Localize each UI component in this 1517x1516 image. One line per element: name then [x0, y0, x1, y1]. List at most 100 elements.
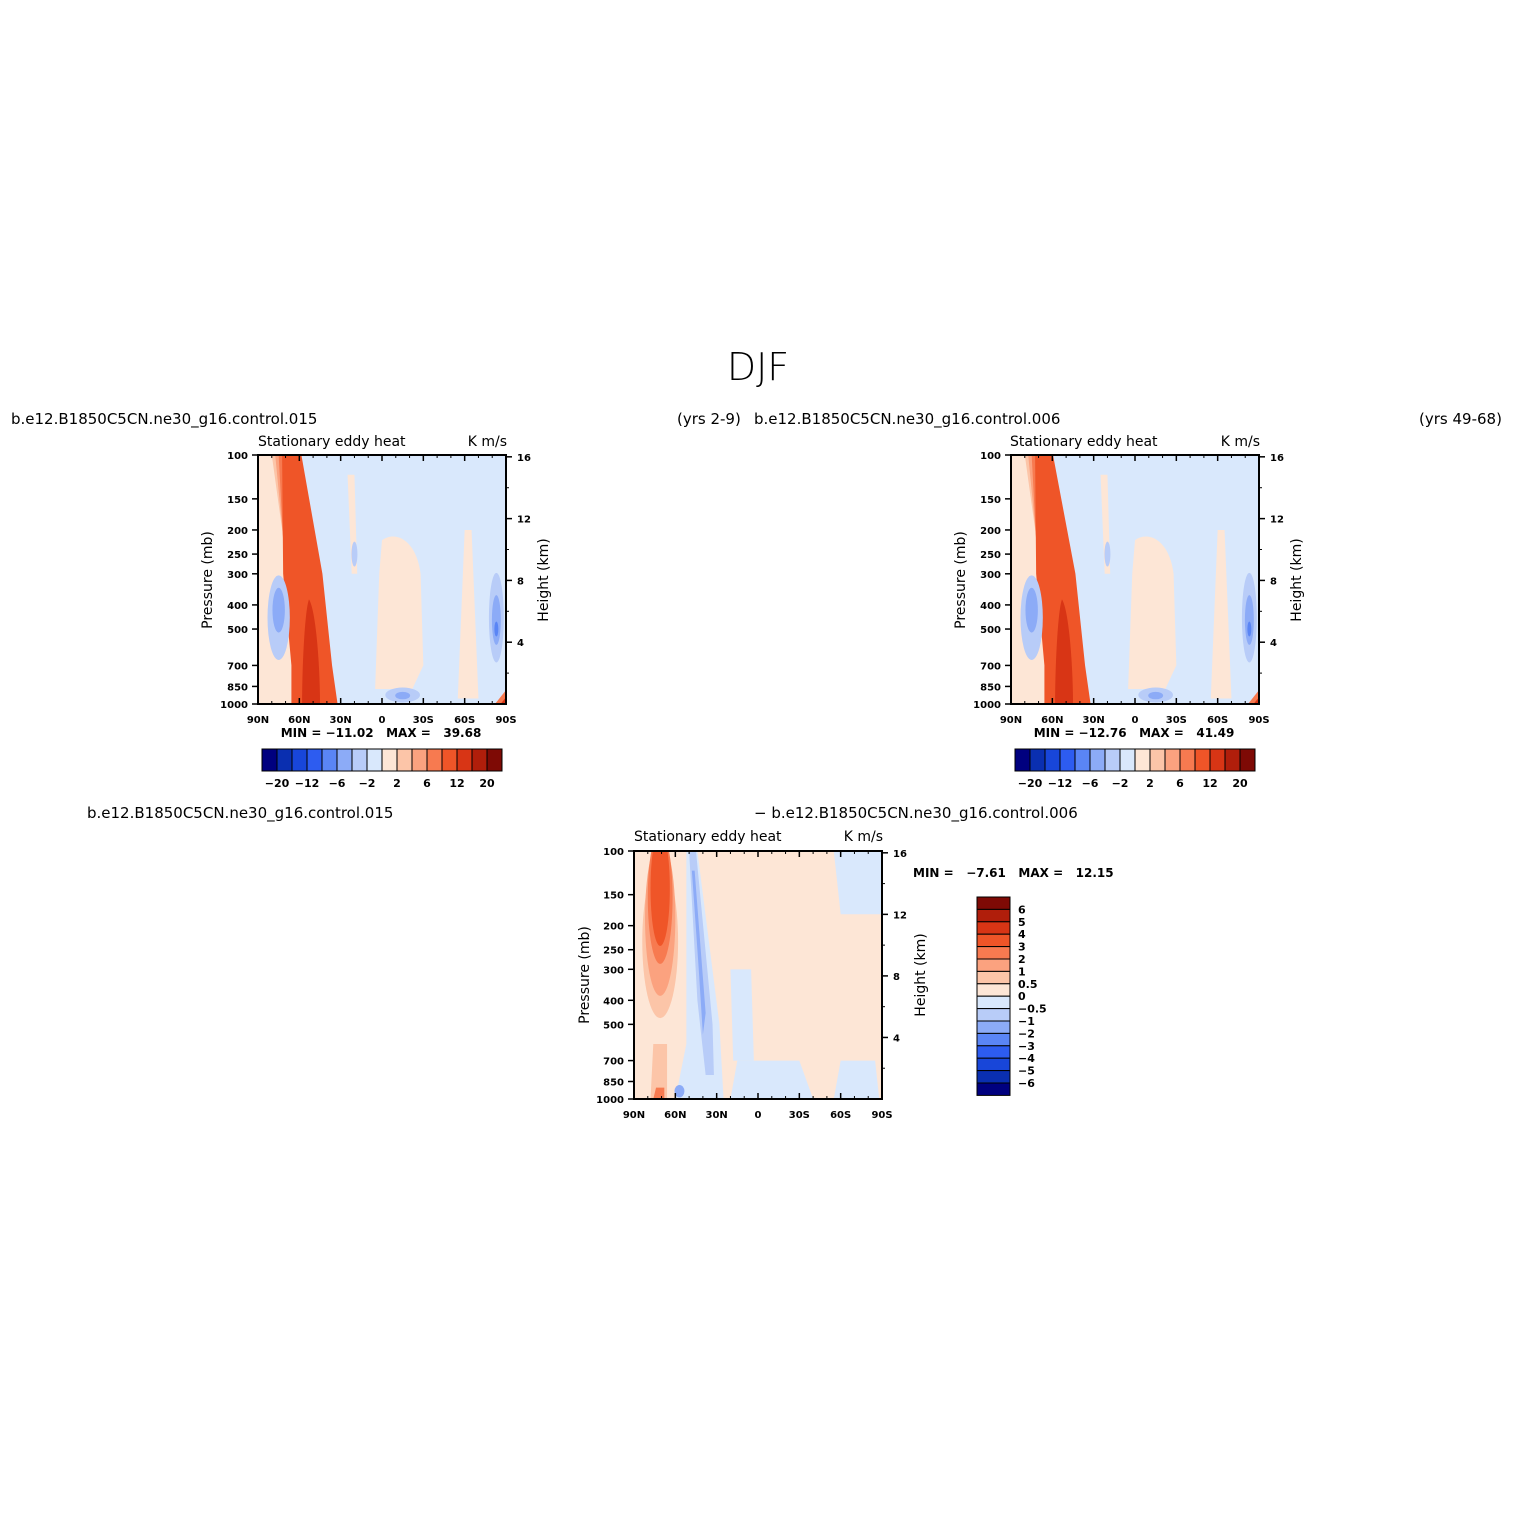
colorbar-label: 6 [1176, 777, 1184, 790]
panel2-minmax: MIN = −12.76 MAX = 41.49 [1034, 726, 1235, 740]
x-tick-label: 30S [789, 1110, 810, 1121]
z-tick-label: 8 [1270, 576, 1277, 587]
panel1-contour-field [258, 455, 506, 704]
colorbar-label: −1 [1018, 1015, 1035, 1028]
colorbar-label: 20 [479, 777, 495, 790]
colorbar-cell [976, 983, 1011, 997]
colorbar-label: −20 [1018, 777, 1043, 790]
p-tick-label: 700 [980, 661, 1001, 672]
z-tick-label: 16 [893, 849, 907, 860]
colorbar-cell [321, 748, 338, 772]
panel1-ticks: 90N 60N 30N 0 30S 60S 90S 100 150 200 250 300 400 500… [220, 451, 531, 726]
colorbar-cell [1194, 748, 1211, 772]
colorbar-cell [976, 1057, 1011, 1072]
x-tick-label: 60S [830, 1110, 851, 1121]
positive-region [500, 697, 506, 704]
p-tick-label: 300 [227, 570, 248, 581]
panel3-ticks: 90N 60N 30N 0 30S 60S 90S 100 150 200 250 300 400 500… [596, 847, 907, 1121]
panel2-contour-field [1011, 455, 1259, 704]
x-tick-label: 0 [379, 715, 386, 726]
z-tick-label: 8 [893, 972, 900, 983]
colorbar-label: −0.5 [1018, 1003, 1047, 1016]
colorbar-label: −6 [1082, 777, 1099, 790]
p-tick-label: 300 [980, 570, 1001, 581]
negative-region [272, 587, 285, 633]
p-tick-label: 150 [227, 495, 248, 506]
colorbar-label: −12 [1048, 777, 1073, 790]
panel2-colorbar: −20 −12 −6 −2 2 6 12 20 [1014, 748, 1256, 790]
panel1-colorbar: −20 −12 −6 −2 2 6 12 20 [261, 748, 503, 790]
panel3-ylabel-right: Height (km) [913, 933, 929, 1016]
colorbar-cell [1029, 748, 1046, 772]
p-tick-label: 700 [227, 661, 248, 672]
colorbar-cell [976, 1020, 1011, 1034]
positive-region [494, 690, 506, 704]
x-tick-label: 90S [871, 1110, 892, 1121]
colorbar-cell [441, 748, 458, 772]
colorbar-cell [471, 748, 488, 772]
positive-region [650, 1043, 668, 1099]
x-tick-label: 30N [330, 715, 352, 726]
colorbar-label: −4 [1018, 1052, 1035, 1065]
colorbar-label: 2 [393, 777, 401, 790]
x-tick-label: 60N [1041, 715, 1063, 726]
colorbar-cell [1134, 748, 1151, 772]
jet-core [302, 599, 320, 704]
colorbar-cell [1239, 748, 1256, 772]
p-tick-label: 250 [227, 550, 248, 561]
p-tick-label: 500 [227, 625, 248, 636]
panel2-ylabel-left: Pressure (mb) [953, 531, 969, 629]
colorbar-cell [1149, 748, 1166, 772]
negative-region [1244, 595, 1254, 645]
panel1-plot: 90N 60N 30N 0 30S 60S 90S 100 150 200 250 300 400 500… [200, 451, 552, 740]
positive-region [375, 536, 424, 689]
colorbar-cell [366, 748, 383, 772]
colorbar-cell [426, 748, 443, 772]
colorbar-cell [976, 921, 1011, 935]
x-tick-label: 60N [288, 715, 310, 726]
colorbar-cell [1119, 748, 1136, 772]
colorbar-label: −6 [1018, 1077, 1035, 1090]
jet-band [1035, 455, 1091, 704]
figure-title: DJF [727, 345, 789, 389]
x-tick-label: 60N [664, 1110, 686, 1121]
x-tick-label: 30S [1166, 715, 1187, 726]
colorbar-label: 6 [1018, 903, 1026, 916]
colorbar-label: 3 [1018, 941, 1026, 954]
colorbar-cell [411, 748, 428, 772]
p-tick-label: 400 [603, 996, 624, 1007]
panel3-left-title: b.e12.B1850C5CN.ne30_g16.control.015 [87, 804, 393, 823]
p-tick-label: 100 [603, 847, 624, 858]
panel1-subtitle: Stationary eddy heat [258, 434, 406, 450]
colorbar-cell [291, 748, 308, 772]
x-tick-label: 0 [755, 1110, 762, 1121]
negative-region [351, 541, 358, 567]
negative-region [1025, 587, 1038, 633]
colorbar-cell [976, 1032, 1011, 1047]
colorbar-label: −3 [1018, 1040, 1035, 1053]
z-tick-label: 12 [1270, 515, 1284, 526]
colorbar-cell [976, 896, 1011, 910]
colorbar-cell [1044, 748, 1061, 772]
colorbar-cell [976, 1008, 1011, 1022]
z-tick-label: 8 [517, 576, 524, 587]
panel2-ticks: 90N 60N 30N 0 30S 60S 90S 100 150 200 250 300 400 500… [973, 451, 1284, 726]
colorbar-cell [336, 748, 353, 772]
negative-region [691, 870, 706, 1035]
x-tick-label: 30N [1083, 715, 1105, 726]
colorbar-label: −5 [1018, 1065, 1035, 1078]
p-tick-label: 850 [603, 1077, 624, 1088]
positive-region [1128, 536, 1177, 689]
panel3-ylabel-left: Pressure (mb) [577, 926, 593, 1024]
positive-region [457, 529, 479, 699]
x-tick-label: 60S [1207, 715, 1228, 726]
colorbar-label: 0.5 [1018, 978, 1038, 991]
p-tick-label: 250 [980, 550, 1001, 561]
panel2-plot: 90N 60N 30N 0 30S 60S 90S 100 150 200 250 300 400 500… [953, 451, 1305, 740]
panel2-ylabel-right: Height (km) [1289, 538, 1305, 621]
negative-region [1247, 621, 1252, 637]
colorbar-label: 6 [423, 777, 431, 790]
panel1-ylabel-right: Height (km) [536, 538, 552, 621]
